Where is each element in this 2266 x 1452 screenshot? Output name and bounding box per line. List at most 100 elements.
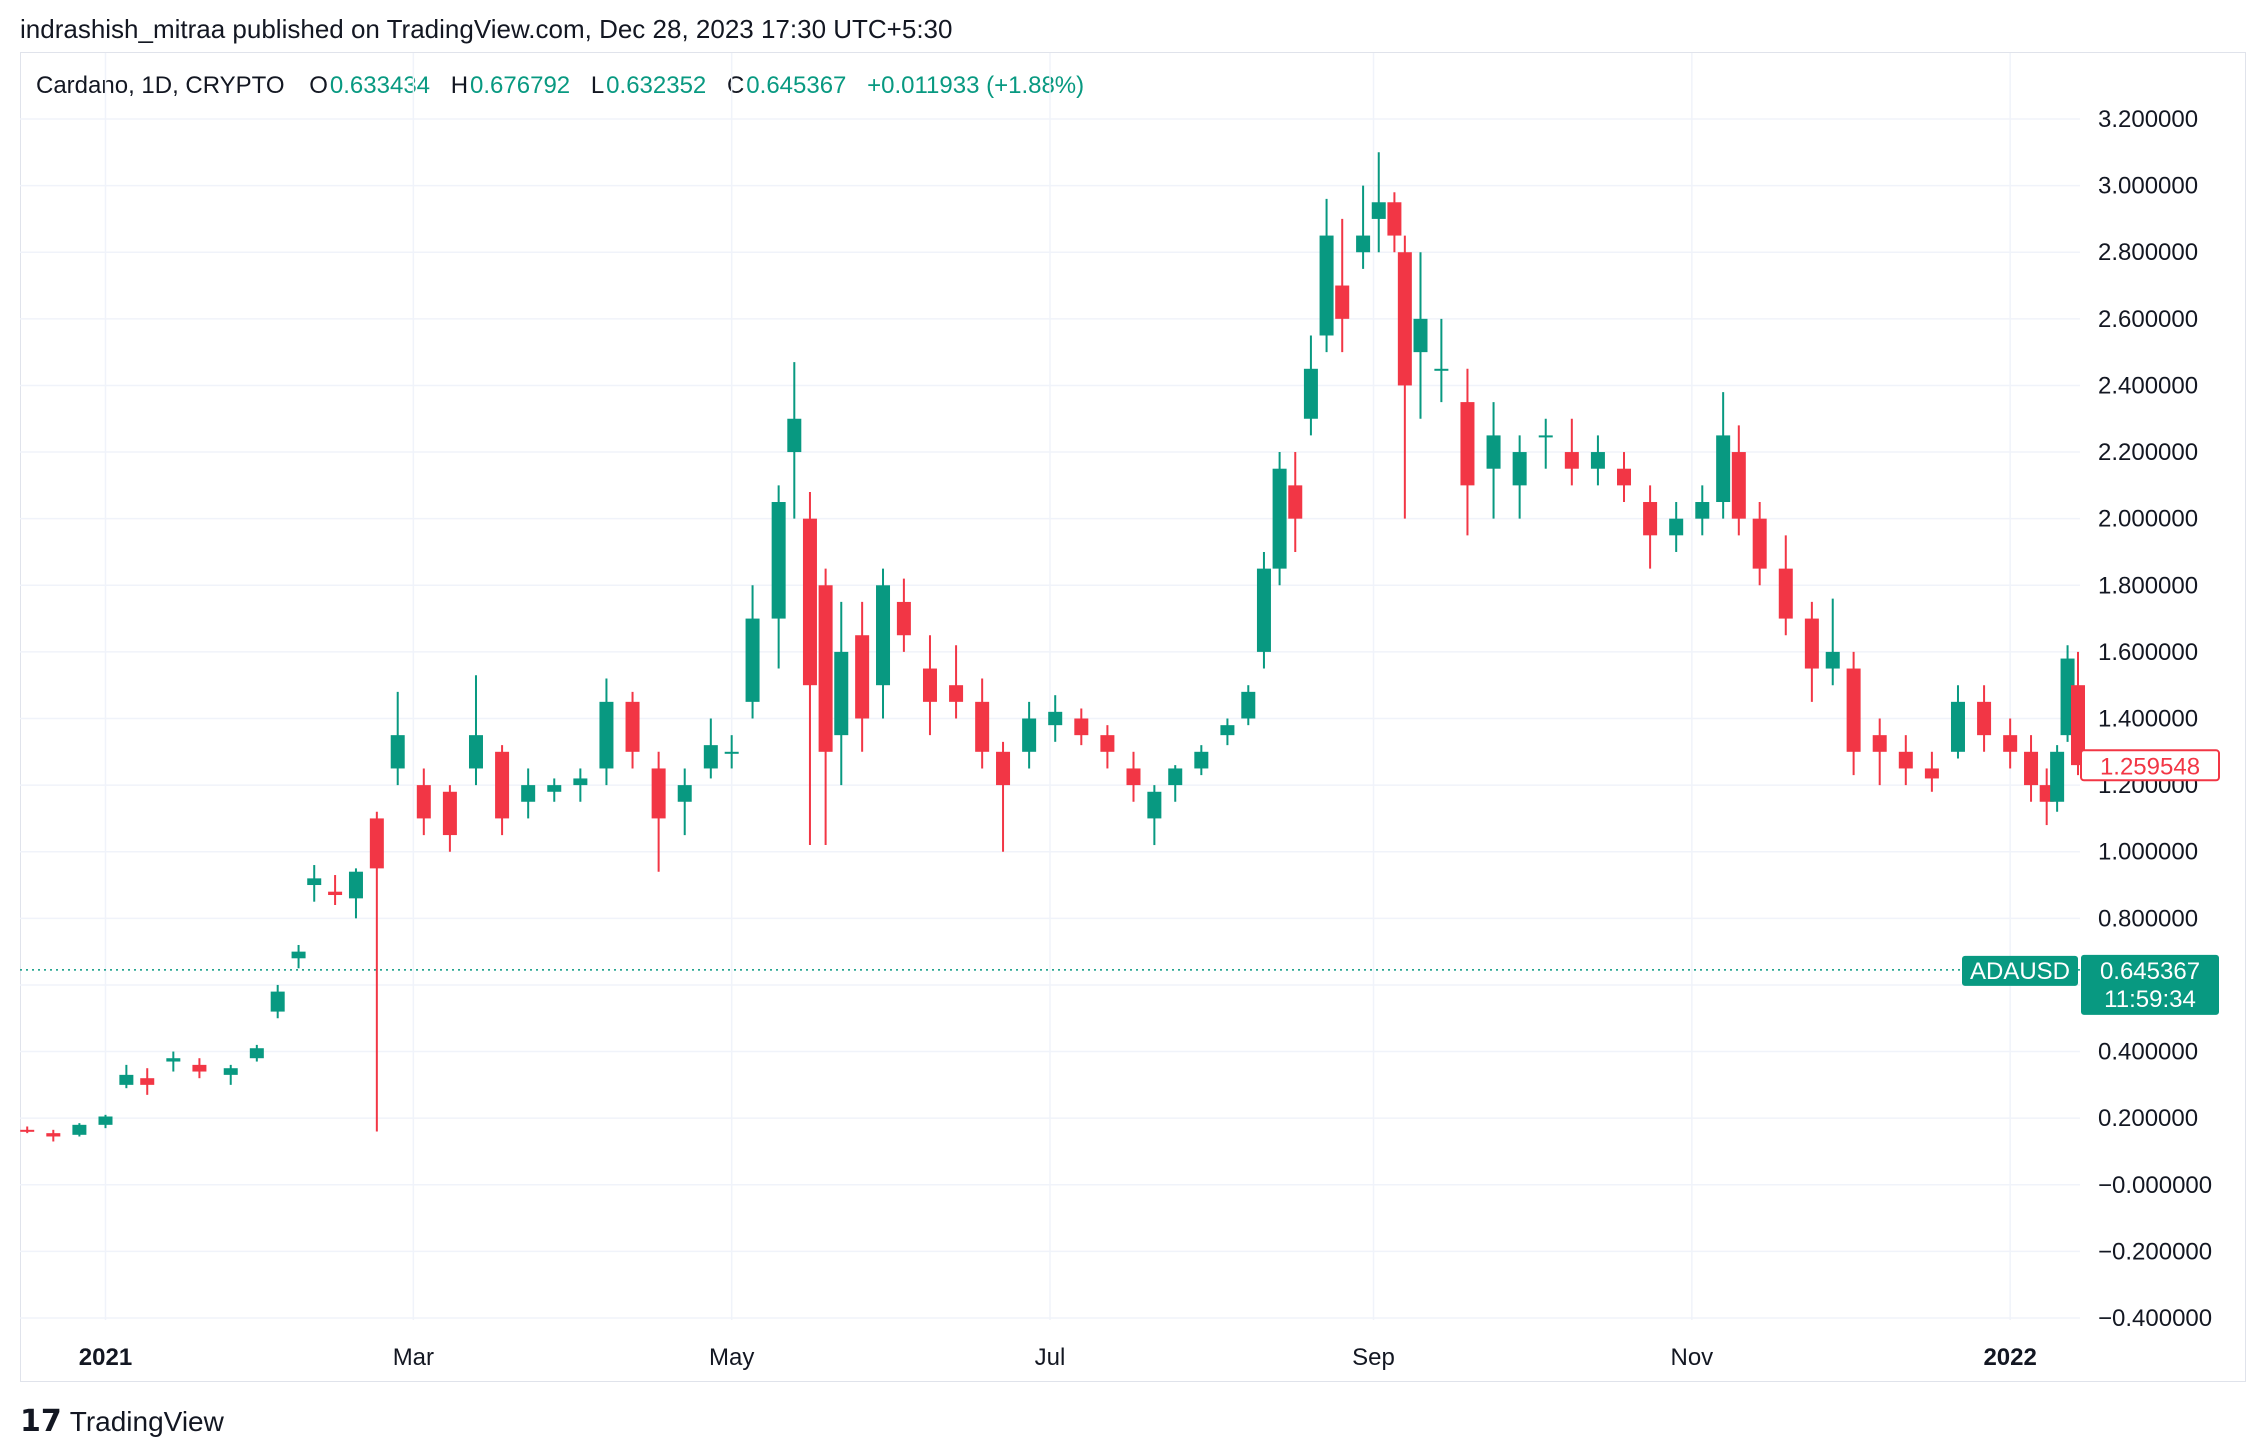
candle-body [1335,285,1350,319]
candle-body [876,585,891,686]
candle-body [818,585,833,752]
legend-low-label: L [590,72,605,99]
legend-low-value: 0.632352 [606,72,707,99]
candle-body [599,701,614,769]
legend-high-label: H [450,72,469,99]
candle-body [1272,468,1287,569]
time-axis[interactable]: 2021 Mar May Jul Sep Nov 2022 [79,1344,2037,1371]
candle-body [896,601,911,636]
candle-body [270,991,285,1012]
price-tick-label: 0.800000 [2098,905,2198,932]
publisher-line: indrashish_mitraa published on TradingVi… [20,14,953,44]
price-tick-label: 1.400000 [2098,706,2198,733]
candle-body [328,891,343,896]
candle-body [20,1129,35,1132]
grid-lines [20,53,2080,1320]
candle-body [291,951,306,959]
candle-body [307,878,322,886]
price-tick-label: 3.000000 [2098,173,2198,200]
candle-body [771,502,786,619]
price-tick-label: −0.000000 [2098,1172,2212,1199]
candle-body [1256,568,1271,652]
candle-body [1074,718,1089,736]
candle-body [855,635,870,719]
candle-body [1303,368,1318,419]
time-tick-label: Nov [1671,1344,1714,1371]
candle-body [745,618,760,702]
candles-group [20,152,2085,1142]
candle-body [1731,452,1746,519]
candle-body [1538,435,1553,438]
tradingview-logo[interactable]: 17 TradingView [20,1404,224,1439]
candle-body [369,818,384,869]
candle-body [724,751,739,754]
candle-body [802,518,817,686]
candle-body [625,701,640,752]
candle-body [521,785,536,802]
candle-body [1356,235,1371,253]
chart-frame [20,52,2246,1382]
candle-body [1241,691,1256,719]
candle-body [1220,725,1235,736]
candle-body [46,1133,61,1137]
legend-close-value: 0.645367 [746,72,847,99]
candle-body [1752,518,1767,569]
legend-high-value: 0.676792 [470,72,571,99]
candle-body [1669,518,1684,536]
candle-body [1387,202,1402,236]
time-tick-label: May [709,1344,754,1371]
candle-body [1288,485,1303,519]
price-axis[interactable]: 3.200000 3.000000 2.800000 2.600000 2.400000… [2098,106,2212,1332]
candle-body [1924,768,1939,779]
candle-body [834,651,849,736]
candle-body [1825,651,1840,669]
time-tick-label: Jul [1035,1344,1066,1371]
candle-body [787,418,802,453]
candle-body [1695,502,1710,519]
candle-body [249,1048,264,1059]
candle-body [1564,452,1579,469]
candle-body [1413,318,1428,353]
candle-body [677,785,692,802]
candle-body [1617,468,1632,486]
price-tick-label: 0.400000 [2098,1039,2198,1066]
candle-body [495,751,510,819]
time-tick-label: 2021 [79,1344,132,1371]
candle-body [547,785,562,792]
current-price-badge-text: 0.645367 [2100,958,2200,985]
candle-body [442,791,457,836]
candle-body [1486,435,1501,469]
time-tick-label: 2022 [1983,1344,2036,1371]
symbol-badge [1962,955,2078,986]
candle-body [975,701,990,752]
legend-symbol: Cardano, 1D, CRYPTO [36,72,285,99]
candle-body [1898,751,1913,769]
candle-body [1194,751,1209,769]
candle-body [996,751,1011,786]
candle-body [468,735,483,769]
candle-body [348,871,363,899]
price-tick-label: 2.600000 [2098,306,2198,333]
candle-body [2024,751,2039,786]
candle-body [1147,791,1162,819]
candle-body [1716,435,1731,503]
candle-body [2050,751,2065,802]
candle-body [1460,402,1475,486]
price-tick-label: −0.200000 [2098,1238,2212,1265]
price-tick-label: 3.200000 [2098,106,2198,133]
countdown-badge-text: 11:59:34 [2104,986,2196,1013]
candle-body [1319,235,1334,336]
last-price-badge [2080,749,2220,782]
candle-body [72,1124,87,1135]
price-tick-label: 2.800000 [2098,239,2198,266]
time-tick-label: Sep [1352,1344,1395,1371]
candle-body [703,745,718,769]
tradingview-brand: TradingView [69,1405,224,1437]
legend-change: +0.011933 (+1.88%) [867,72,1085,99]
candle-body [1804,618,1819,669]
candle-body [573,778,588,786]
candle-body [2003,735,2018,752]
candle-body [98,1116,113,1125]
